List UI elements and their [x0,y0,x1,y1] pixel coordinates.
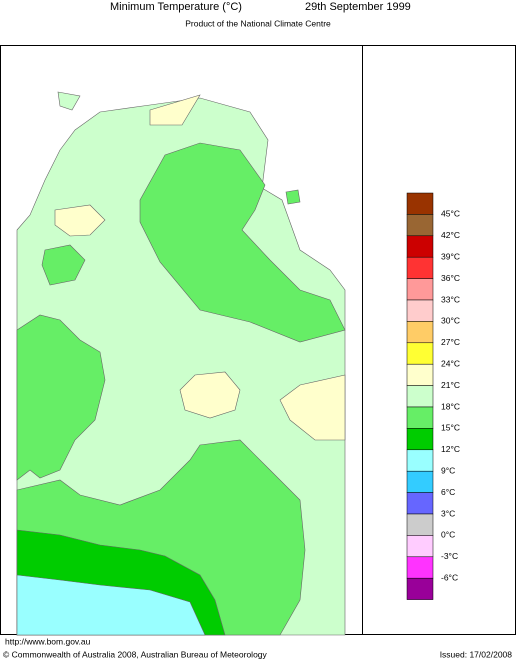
legend-label: 39°C [441,251,460,261]
legend-label: 15°C [441,423,460,433]
legend: 45°C 42°C 39°C 36°C 33°C 30°C 27°C 24°C 21°C 18°C… [406,192,460,600]
legend-swatch [406,192,434,215]
legend-swatch [406,470,434,493]
legend-label: 36°C [441,273,460,283]
legend-swatch [406,342,434,365]
legend-swatch [406,577,434,600]
legend-label: 12°C [441,444,460,454]
map [0,45,516,636]
issued: Issued: 17/02/2008 [440,649,513,659]
legend-swatch [406,321,434,344]
legend-swatch [406,428,434,451]
legend-label: 42°C [441,230,460,240]
legend-label: -3°C [441,551,458,561]
legend-label: 33°C [441,294,460,304]
url: http://www.bom.gov.au [5,636,91,646]
legend-label: 3°C [441,508,455,518]
legend-swatch [406,256,434,279]
legend-label: 9°C [441,465,455,475]
legend-swatch [406,535,434,558]
legend-label: 45°C [441,209,460,219]
legend-swatch [406,235,434,258]
legend-swatch [406,556,434,579]
legend-swatch [406,492,434,515]
legend-label: 27°C [441,337,460,347]
date: 29th September 1999 [305,1,411,13]
title: Minimum Temperature (°C) [110,1,242,13]
legend-swatch [406,299,434,322]
legend-swatch [406,385,434,408]
legend-swatch [406,278,434,301]
legend-label: 18°C [441,401,460,411]
legend-swatch [406,406,434,429]
legend-swatch [406,214,434,237]
legend-swatch [406,449,434,472]
subtitle: Product of the National Climate Centre [185,18,331,28]
legend-label: 6°C [441,487,455,497]
legend-label: 30°C [441,316,460,326]
legend-label: -6°C [441,572,458,582]
legend-swatch [406,363,434,386]
legend-label: 0°C [441,530,455,540]
legend-swatch [406,513,434,536]
copyright: © Commonwealth of Australia 2008, Austra… [3,649,268,659]
legend-label: 24°C [441,358,460,368]
legend-label: 21°C [441,380,460,390]
